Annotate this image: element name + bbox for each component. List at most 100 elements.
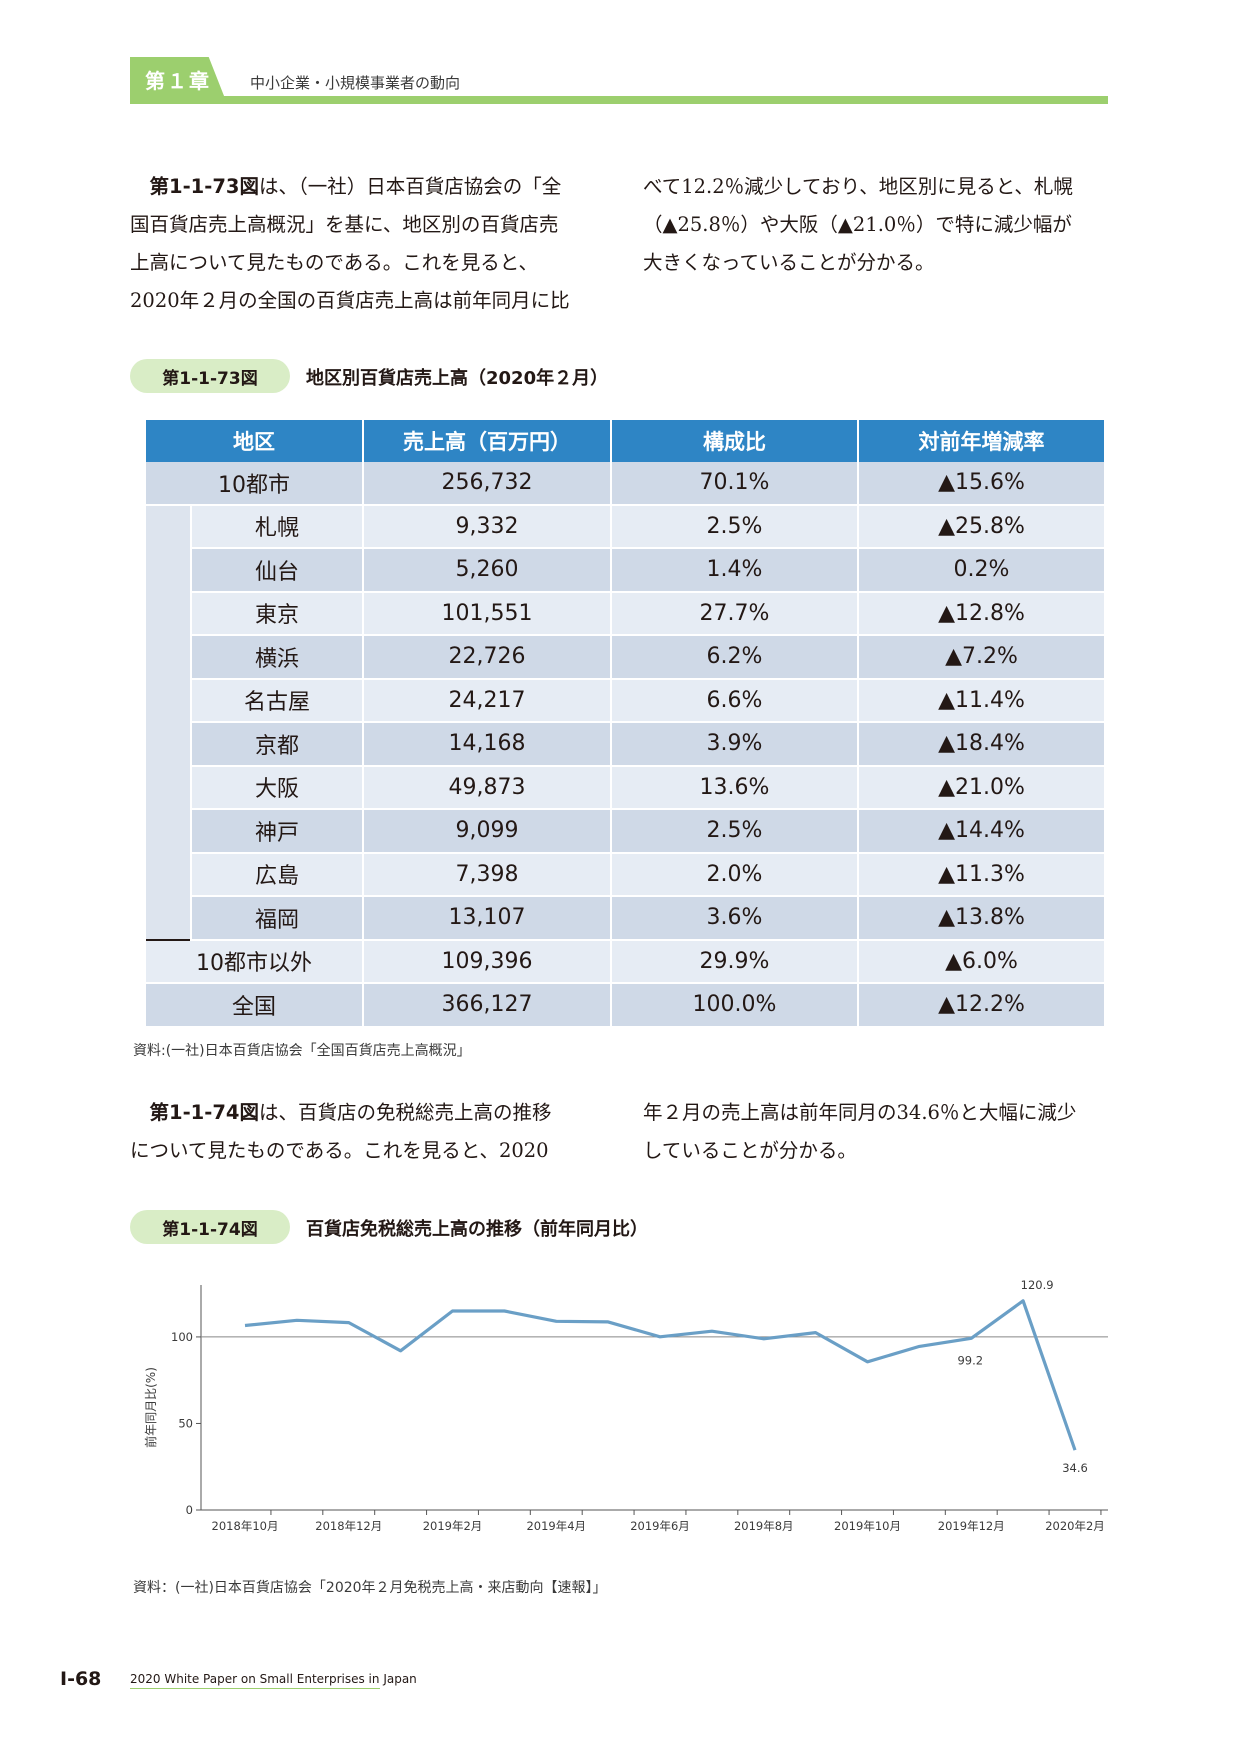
cell-region: 神戸 xyxy=(190,809,364,854)
indent-cell xyxy=(146,896,192,940)
cell-region: 10都市以外 xyxy=(146,938,364,984)
table-row: 仙台 5,260 1.4% 0.2% xyxy=(146,548,1104,593)
cell-change: ▲11.3% xyxy=(858,852,1104,897)
text-line: 年２月の売上高は前年同月の34.6％と大幅に減少 xyxy=(643,1101,1077,1124)
chapter-rule xyxy=(130,96,1108,104)
cell-sales: 109,396 xyxy=(363,938,612,984)
x-tick-label: 2018年10月 xyxy=(212,1519,279,1533)
cell-sales: 13,107 xyxy=(363,896,612,941)
line-chart: 0 50 100 前年同月比(%) 2018年10月 2018年12月 2019年2月 201… xyxy=(143,1278,1108,1533)
cell-share: 1.4% xyxy=(611,548,859,593)
cell-region: 10都市 xyxy=(146,462,364,506)
table-row: 全国 366,127 100.0% ▲12.2% xyxy=(146,982,1104,1028)
cell-sales: 256,732 xyxy=(363,462,612,506)
cell-sales: 49,873 xyxy=(363,765,612,810)
column-header-region: 地区 xyxy=(146,420,364,462)
cell-change: ▲13.8% xyxy=(858,896,1104,941)
text-line: 大きくなっていることが分かる。 xyxy=(643,251,935,274)
cell-region: 大阪 xyxy=(190,765,364,810)
cell-region: 京都 xyxy=(190,722,364,767)
text-line: について見たものである。これを見ると、2020 xyxy=(130,1139,549,1162)
text-line: 上高について見たものである。これを見ると、 xyxy=(130,251,538,274)
text-line: （▲25.8％）や大阪（▲21.0％）で特に減少幅が xyxy=(643,213,1072,236)
y-tick-label: 50 xyxy=(178,1416,193,1430)
paragraph-1-right: べて12.2％減少しており、地区別に見ると、札幌 （▲25.8％）や大阪（▲21… xyxy=(643,168,1123,282)
cell-change: ▲12.8% xyxy=(858,591,1104,636)
figure-title: 地区別百貨店売上高（2020年２月） xyxy=(306,368,609,389)
cell-change: ▲11.4% xyxy=(858,678,1104,723)
y-tick-label: 100 xyxy=(171,1330,193,1344)
y-tick-label: 0 xyxy=(186,1503,193,1517)
x-tick-label: 2019年10月 xyxy=(834,1519,901,1533)
data-label: 99.2 xyxy=(957,1353,983,1367)
indent-cell xyxy=(146,548,192,592)
cell-region: 名古屋 xyxy=(190,678,364,723)
cell-sales: 7,398 xyxy=(363,852,612,897)
table-row: 横浜 22,726 6.2% ▲7.2% xyxy=(146,635,1104,680)
chart-source: 資料：(一社)日本百貨店協会「2020年２月免税売上高・来店動向【速報】」 xyxy=(133,1580,607,1596)
figure-ref: 第1-1-73図 xyxy=(149,175,259,198)
cell-share: 100.0% xyxy=(611,982,859,1028)
cell-change: ▲14.4% xyxy=(858,809,1104,854)
cell-region: 全国 xyxy=(146,982,364,1028)
table-row: 広島 7,398 2.0% ▲11.3% xyxy=(146,852,1104,897)
cell-sales: 24,217 xyxy=(363,678,612,723)
table-header-row: 地区 売上高（百万円） 構成比 対前年増減率 xyxy=(146,420,1104,462)
cell-region: 横浜 xyxy=(190,635,364,680)
text-line: していることが分かる。 xyxy=(643,1139,857,1162)
table-row: 東京 101,551 27.7% ▲12.8% xyxy=(146,591,1104,636)
text-line: は、（一社）日本百貨店協会の「全 xyxy=(258,175,562,198)
cell-region: 東京 xyxy=(190,591,364,636)
cell-change: ▲15.6% xyxy=(858,462,1104,506)
x-tick-label: 2019年12月 xyxy=(938,1519,1005,1533)
cell-change: ▲7.2% xyxy=(858,635,1104,680)
cell-change: ▲12.2% xyxy=(858,982,1104,1028)
figure-label: 第1-1-73図 xyxy=(130,359,290,393)
column-header-change: 対前年増減率 xyxy=(858,420,1104,462)
region-sales-table: 地区 売上高（百万円） 構成比 対前年増減率 10都市 256,732 70.1… xyxy=(146,420,1104,1028)
column-header-share: 構成比 xyxy=(611,420,859,462)
x-tick-label: 2018年12月 xyxy=(315,1519,382,1533)
x-tick-label: 2020年2月 xyxy=(1045,1519,1105,1533)
paragraph-2-right: 年２月の売上高は前年同月の34.6％と大幅に減少 していることが分かる。 xyxy=(643,1094,1123,1170)
indent-cell xyxy=(146,809,192,853)
cell-share: 2.0% xyxy=(611,852,859,897)
indent-cell xyxy=(146,635,192,679)
paragraph-2-left: 第1-1-74図は、百貨店の免税総売上高の推移 について見たものである。これを見… xyxy=(130,1094,610,1170)
x-tick-label: 2019年8月 xyxy=(734,1519,794,1533)
figure-title: 百貨店免税総売上高の推移（前年同月比） xyxy=(306,1219,648,1240)
cell-sales: 9,332 xyxy=(363,503,612,549)
page-number: Ⅰ-68 xyxy=(60,1668,102,1690)
data-label: 34.6 xyxy=(1062,1461,1088,1475)
table-row: 10都市以外 109,396 29.9% ▲6.0% xyxy=(146,938,1104,984)
cell-share: 27.7% xyxy=(611,591,859,636)
footer-rule xyxy=(130,1688,380,1689)
data-label: 120.9 xyxy=(1021,1278,1054,1292)
text-line: 国百貨店売上高概況」を基に、地区別の百貨店売 xyxy=(130,213,559,236)
table-row: 10都市 256,732 70.1% ▲15.6% xyxy=(146,462,1104,506)
table-row: 名古屋 24,217 6.6% ▲11.4% xyxy=(146,678,1104,723)
table-row: 神戸 9,099 2.5% ▲14.4% xyxy=(146,809,1104,854)
cell-share: 3.9% xyxy=(611,722,859,767)
cell-change: ▲25.8% xyxy=(858,503,1104,549)
table-source: 資料:(一社)日本百貨店協会「全国百貨店売上高概況」 xyxy=(133,1043,471,1059)
indent-cell xyxy=(146,504,192,548)
x-tick-label: 2019年2月 xyxy=(423,1519,483,1533)
cell-share: 2.5% xyxy=(611,809,859,854)
cell-share: 13.6% xyxy=(611,765,859,810)
paragraph-1-left: 第1-1-73図は、（一社）日本百貨店協会の「全 国百貨店売上高概況」を基に、地… xyxy=(130,168,610,320)
cell-share: 6.6% xyxy=(611,678,859,723)
series-line xyxy=(244,1299,1077,1451)
cell-share: 2.5% xyxy=(611,503,859,549)
indent-cell xyxy=(146,722,192,766)
cell-share: 70.1% xyxy=(611,462,859,506)
cell-region: 広島 xyxy=(190,852,364,897)
cell-sales: 366,127 xyxy=(363,982,612,1028)
chapter-tab: 第１章 xyxy=(130,57,226,101)
cell-region: 札幌 xyxy=(190,503,364,549)
figure-ref: 第1-1-74図 xyxy=(149,1101,259,1124)
text-line: は、百貨店の免税総売上高の推移 xyxy=(258,1101,552,1124)
cell-region: 仙台 xyxy=(190,548,364,593)
cell-share: 3.6% xyxy=(611,896,859,941)
cell-change: ▲18.4% xyxy=(858,722,1104,767)
